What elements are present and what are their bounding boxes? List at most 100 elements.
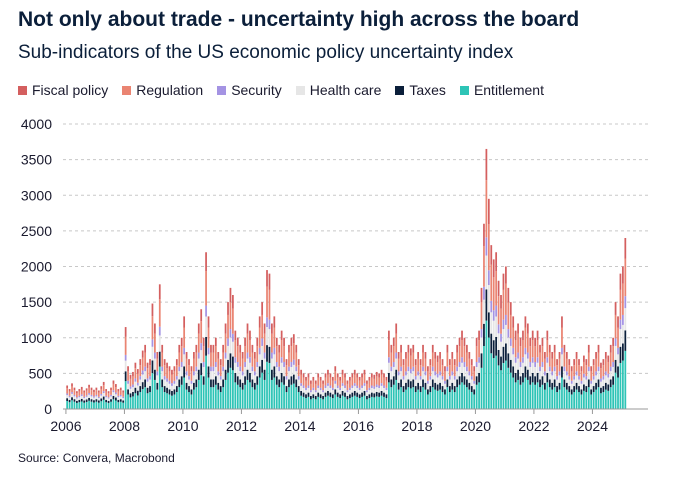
bar-health	[341, 385, 344, 391]
bar-security	[587, 366, 590, 372]
bar-regulation	[458, 346, 461, 362]
bar-health	[480, 337, 483, 354]
bar-taxes	[336, 392, 339, 397]
bar-entitlement	[307, 396, 310, 409]
bar-regulation	[246, 333, 249, 353]
bar-taxes	[497, 350, 500, 366]
bar-security	[434, 371, 437, 376]
bar-taxes	[190, 389, 193, 395]
bar-taxes	[502, 346, 505, 363]
bar-security	[66, 393, 69, 396]
bar-regulation	[117, 391, 120, 396]
legend-label-fiscal: Fiscal policy	[32, 82, 109, 98]
bar-taxes	[154, 369, 156, 380]
bar-taxes	[351, 392, 354, 397]
bar-health	[575, 375, 578, 383]
bar-security	[134, 378, 137, 382]
bar-health	[451, 375, 454, 383]
bar-health	[361, 387, 363, 393]
bar-security	[249, 357, 251, 363]
bar-taxes	[487, 312, 490, 338]
bar-entitlement	[127, 394, 129, 409]
bar-entitlement	[456, 387, 459, 409]
bar-regulation	[285, 365, 288, 377]
bar-taxes	[319, 394, 322, 399]
bar-taxes	[171, 390, 173, 396]
bar-fiscal	[583, 355, 585, 362]
bar-security	[236, 361, 239, 367]
bar-security	[380, 383, 383, 386]
bar-health	[127, 383, 129, 390]
bar-entitlement	[500, 370, 502, 409]
bar-taxes	[422, 379, 424, 388]
bar-taxes	[431, 379, 434, 388]
bar-regulation	[295, 352, 298, 367]
bar-health	[346, 392, 349, 396]
bar-health	[134, 381, 137, 388]
bar-taxes	[451, 382, 454, 390]
bar-health	[307, 387, 310, 393]
bar-health	[561, 354, 563, 367]
bar-taxes	[124, 371, 127, 382]
bar-security	[436, 373, 439, 378]
bar-regulation	[397, 358, 400, 372]
bar-health	[473, 383, 476, 390]
bar-fiscal	[222, 344, 225, 353]
bar-fiscal	[524, 316, 527, 328]
bar-regulation	[414, 365, 417, 377]
bar-regulation	[617, 327, 619, 348]
bar-health	[129, 388, 132, 394]
bar-regulation	[239, 352, 242, 367]
bar-security	[341, 383, 344, 386]
bar-taxes	[600, 387, 602, 394]
bar-security	[346, 390, 349, 393]
bar-taxes	[587, 379, 590, 388]
bar-entitlement	[373, 397, 376, 409]
bar-entitlement	[507, 367, 510, 409]
bar-health	[590, 383, 593, 390]
bar-regulation	[251, 352, 254, 367]
bar-fiscal	[71, 383, 73, 387]
bar-security	[307, 385, 310, 388]
bar-regulation	[624, 258, 627, 297]
bar-entitlement	[512, 377, 515, 409]
bar-fiscal	[422, 344, 424, 353]
bar-regulation	[536, 340, 539, 358]
bar-regulation	[361, 377, 363, 386]
bar-taxes	[90, 399, 93, 402]
bar-entitlement	[427, 394, 429, 409]
bar-fiscal	[251, 344, 254, 353]
bar-health	[261, 345, 264, 360]
bar-security	[602, 376, 605, 380]
bar-taxes	[361, 392, 363, 397]
bar-regulation	[358, 380, 361, 388]
bar-security	[78, 395, 81, 398]
bar-taxes	[73, 399, 76, 402]
bar-entitlement	[200, 375, 203, 409]
bar-entitlement	[539, 387, 541, 409]
bar-security	[451, 371, 454, 376]
bar-health	[219, 379, 222, 387]
bar-entitlement	[136, 395, 139, 409]
bar-entitlement	[358, 398, 361, 409]
bar-security	[409, 369, 412, 374]
bar-regulation	[163, 365, 166, 377]
bar-regulation	[507, 302, 510, 330]
bar-entitlement	[592, 392, 595, 409]
bar-taxes	[592, 386, 595, 393]
bar-regulation	[551, 358, 554, 372]
bar-health	[336, 387, 339, 393]
bar-health	[505, 324, 507, 344]
bar-security	[441, 376, 444, 380]
bar-entitlement	[139, 392, 142, 409]
bar-fiscal	[356, 373, 359, 378]
bar-entitlement	[390, 387, 393, 409]
bar-security	[102, 391, 105, 394]
bar-security	[578, 376, 580, 380]
bar-fiscal	[132, 371, 134, 377]
x-tick-label: 2014	[284, 418, 315, 434]
legend-swatch-security	[217, 85, 227, 95]
bar-regulation	[146, 368, 149, 379]
bar-regulation	[597, 352, 600, 367]
bar-fiscal	[414, 359, 417, 366]
